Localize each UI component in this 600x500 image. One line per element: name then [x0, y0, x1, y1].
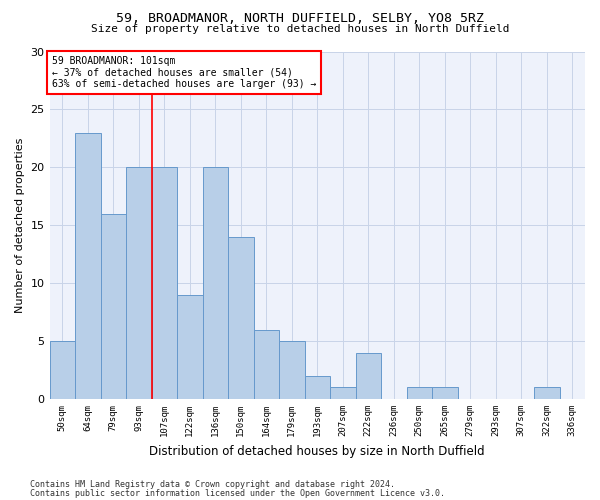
Bar: [254, 330, 279, 399]
Text: Size of property relative to detached houses in North Duffield: Size of property relative to detached ho…: [91, 24, 509, 34]
Bar: [407, 388, 432, 399]
Bar: [279, 341, 305, 399]
Bar: [305, 376, 330, 399]
Bar: [152, 168, 177, 399]
Bar: [228, 237, 254, 399]
Text: 59, BROADMANOR, NORTH DUFFIELD, SELBY, YO8 5RZ: 59, BROADMANOR, NORTH DUFFIELD, SELBY, Y…: [116, 12, 484, 26]
Text: Contains HM Land Registry data © Crown copyright and database right 2024.: Contains HM Land Registry data © Crown c…: [30, 480, 395, 489]
X-axis label: Distribution of detached houses by size in North Duffield: Distribution of detached houses by size …: [149, 444, 485, 458]
Bar: [534, 388, 560, 399]
Bar: [356, 352, 381, 399]
Bar: [330, 388, 356, 399]
Bar: [75, 132, 101, 399]
Bar: [101, 214, 126, 399]
Bar: [203, 168, 228, 399]
Y-axis label: Number of detached properties: Number of detached properties: [15, 138, 25, 313]
Bar: [432, 388, 458, 399]
Bar: [177, 295, 203, 399]
Text: Contains public sector information licensed under the Open Government Licence v3: Contains public sector information licen…: [30, 488, 445, 498]
Bar: [50, 341, 75, 399]
Bar: [126, 168, 152, 399]
Text: 59 BROADMANOR: 101sqm
← 37% of detached houses are smaller (54)
63% of semi-deta: 59 BROADMANOR: 101sqm ← 37% of detached …: [52, 56, 316, 90]
